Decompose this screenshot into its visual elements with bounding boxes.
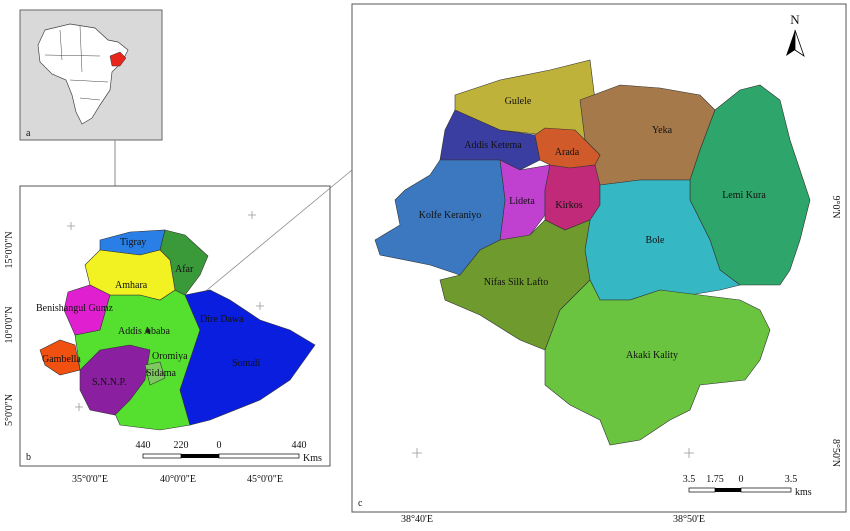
lat-label: 10°0'0"N	[4, 306, 15, 343]
ethiopia-highlight	[109, 51, 127, 67]
scale-unit: Kms	[303, 453, 322, 464]
region-label: S.N.N.P.	[92, 377, 126, 388]
subcity-label: Bole	[646, 235, 665, 246]
panel-label: a	[26, 128, 31, 139]
subcity-label: Nifas Silk Lafto	[484, 277, 548, 288]
region-label: Dire Dawa	[200, 314, 244, 325]
panel-label: b	[26, 452, 31, 463]
scale-label: 0	[739, 474, 744, 485]
panel-c: Gulele Yeka Addis Ketema Arada Lideta Ki…	[351, 3, 847, 525]
scale-label: 0	[217, 440, 222, 451]
lon-label: 38°50'E	[673, 514, 705, 525]
lon-label: 35°0'0"E	[72, 474, 108, 485]
subcity-label: Gulele	[505, 96, 532, 107]
region	[63, 284, 111, 336]
panel-a: a	[19, 9, 163, 141]
subcity-label: Yeka	[652, 125, 673, 136]
lat-label: 15°0'0"N	[4, 231, 15, 268]
lat-label: 5°0'0"N	[4, 394, 15, 426]
scale-bar: 440 220 0 440 Kms	[136, 440, 323, 464]
region-label: Afar	[175, 264, 194, 275]
addis-marker	[145, 328, 151, 334]
subcity	[534, 127, 601, 169]
region-label: Amhara	[115, 280, 148, 291]
panel-label: c	[358, 498, 363, 509]
scale-label: 3.5	[683, 474, 696, 485]
north-label: N	[790, 12, 800, 27]
subcity-label: Kirkos	[555, 200, 582, 211]
subcity-label: Lemi Kura	[722, 190, 766, 201]
subcity-label: Lideta	[509, 196, 535, 207]
subcity	[544, 279, 771, 446]
panel-c-frame	[351, 3, 847, 513]
connector	[194, 169, 353, 301]
region-label: Tigray	[120, 237, 146, 248]
region	[84, 249, 176, 301]
subcity-label: Addis Ketema	[464, 140, 522, 151]
region	[144, 361, 166, 386]
panel-b: Tigray Afar Amhara Benishangul Gumz Addi…	[4, 185, 331, 485]
region-label: Sidama	[146, 368, 177, 379]
subcity-label: Akaki Kality	[626, 350, 678, 361]
region-label: Gambella	[42, 354, 81, 365]
subcity	[374, 159, 506, 276]
scale-label: 1.75	[706, 474, 724, 485]
subcity-label: Kolfe Keraniyo	[419, 210, 481, 221]
africa	[37, 23, 129, 125]
lon-label: 38°40'E	[401, 514, 433, 525]
scale-label: 440	[292, 440, 307, 451]
region	[79, 344, 151, 416]
region-label: Somali	[232, 358, 261, 369]
africa-borders	[44, 25, 109, 101]
scale-unit: kms	[795, 487, 812, 498]
region-label: Benishangul Gumz	[36, 303, 113, 314]
subcity-label: Arada	[555, 147, 580, 158]
scale-label: 440	[136, 440, 151, 451]
region	[179, 289, 316, 426]
lat-label: 9°0'N	[830, 195, 841, 218]
scale-bar: 3.5 1.75 0 3.5 kms	[683, 474, 812, 498]
scale-label: 3.5	[785, 474, 798, 485]
region-label: Addis Ababa	[118, 326, 171, 337]
region-label: Oromiya	[152, 351, 188, 362]
scale-label: 220	[174, 440, 189, 451]
north-arrow: N	[786, 12, 805, 57]
lon-label: 40°0'0"E	[160, 474, 196, 485]
panel-b-frame	[19, 185, 331, 467]
lat-label: 8°50'N	[830, 439, 841, 467]
lon-label: 45°0'0"E	[247, 474, 283, 485]
